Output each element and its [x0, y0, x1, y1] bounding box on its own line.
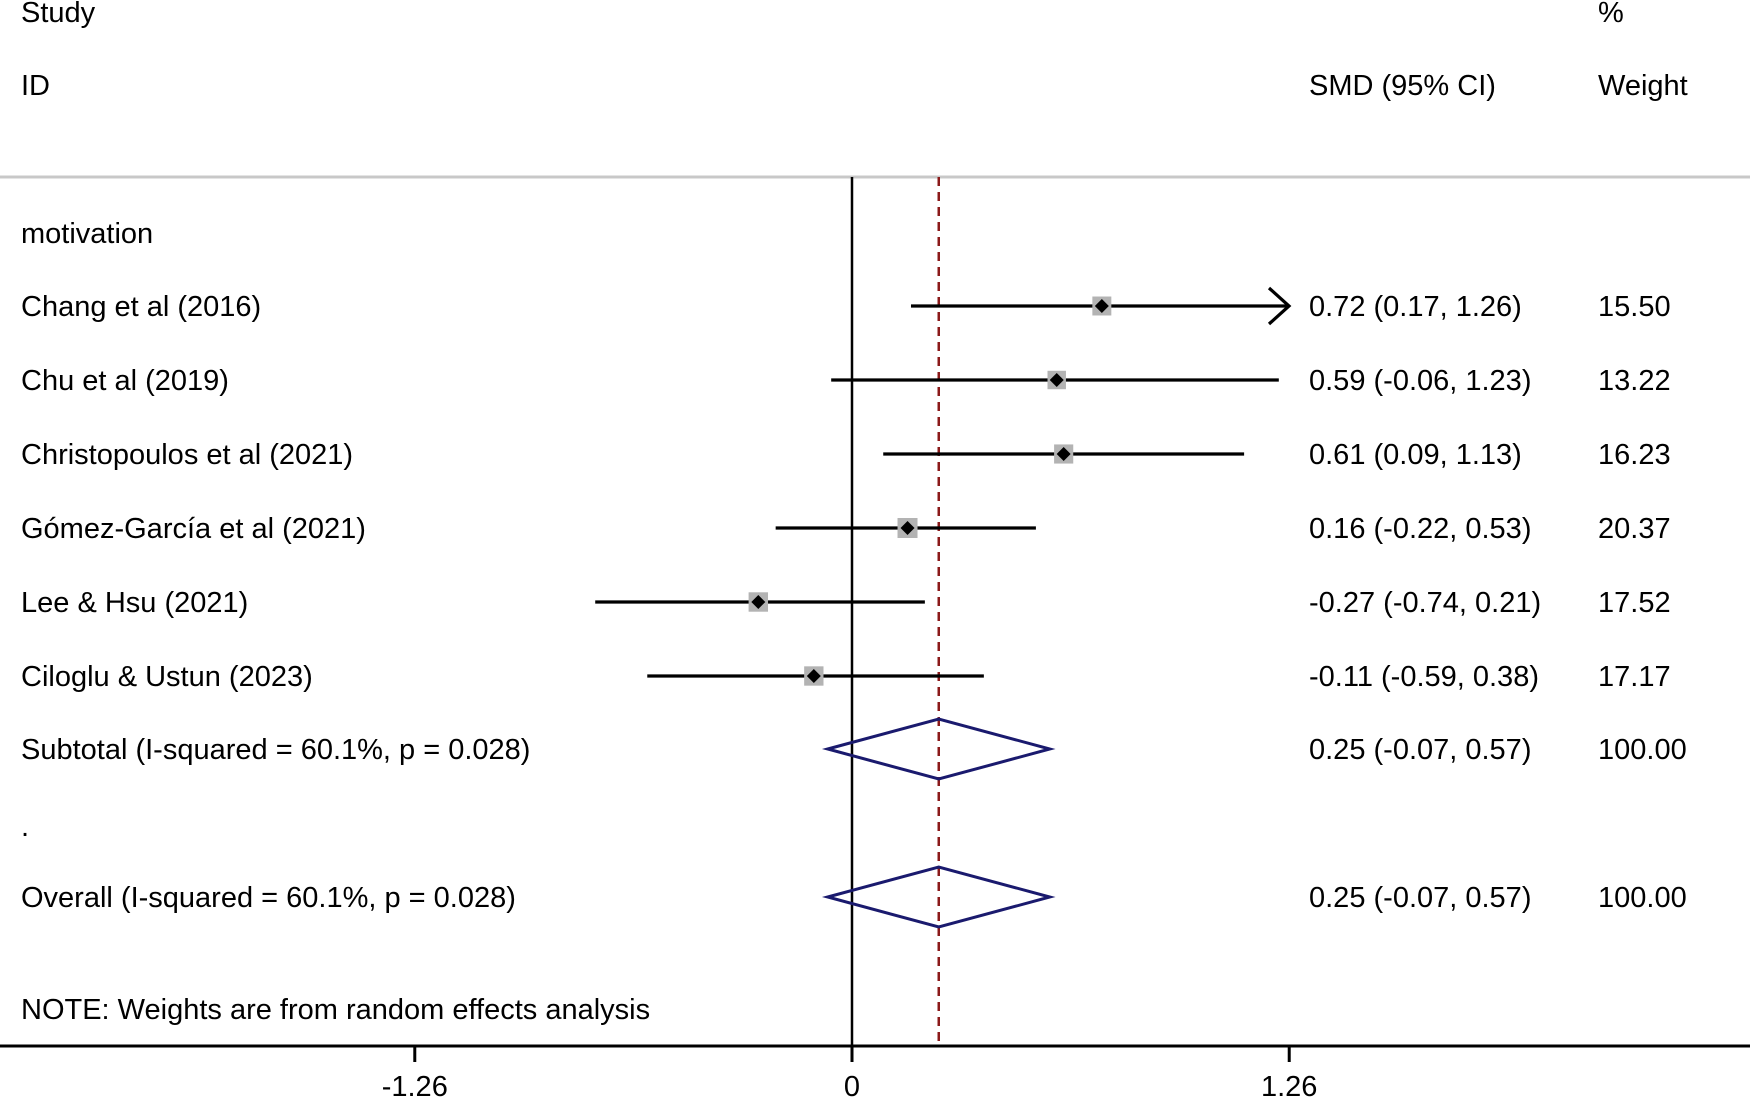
study-label: Chu et al (2019)	[21, 365, 229, 397]
study-ci-text: 0.59 (-0.06, 1.23)	[1309, 365, 1531, 397]
x-tick-label: -1.26	[382, 1071, 448, 1098]
header-weight: Weight	[1598, 70, 1688, 102]
study-ci-text: 0.16 (-0.22, 0.53)	[1309, 513, 1531, 545]
study-ci-text: 0.61 (0.09, 1.13)	[1309, 439, 1522, 471]
overall-label: Overall (I-squared = 60.1%, p = 0.028)	[21, 882, 516, 914]
point-estimate	[1056, 447, 1071, 461]
point-estimate	[1094, 299, 1109, 313]
x-axis: -1.26 0 1.26	[0, 1044, 1750, 1098]
overall-diamond	[821, 865, 1056, 929]
group-label: motivation	[21, 218, 153, 250]
study-weight-text: 13.22	[1598, 365, 1671, 397]
study-weight-text: 15.50	[1598, 291, 1671, 323]
header-weight-pct: %	[1598, 0, 1624, 29]
study-weight-text: 17.52	[1598, 587, 1671, 619]
study-row: Chu et al (2019) 0.59 (-0.06, 1.23) 13.22	[21, 365, 1671, 397]
overall-row: Overall (I-squared = 60.1%, p = 0.028) 0.…	[21, 865, 1687, 929]
study-row: Lee & Hsu (2021) -0.27 (-0.74, 0.21) 17.52	[21, 587, 1671, 619]
study-label: Lee & Hsu (2021)	[21, 587, 248, 619]
study-rows: Chang et al (2016) 0.72 (0.17, 1.26) 15.50…	[21, 286, 1687, 929]
study-weight-text: 17.17	[1598, 661, 1671, 693]
study-label: Gómez-García et al (2021)	[21, 513, 366, 545]
x-tick-label: 0	[844, 1071, 860, 1098]
separator-label: .	[21, 811, 29, 843]
overall-weight-text: 100.00	[1598, 882, 1687, 914]
study-row: Chang et al (2016) 0.72 (0.17, 1.26) 15.50	[21, 286, 1671, 326]
note-text: NOTE: Weights are from random effects an…	[21, 994, 650, 1026]
subtotal-ci-text: 0.25 (-0.07, 0.57)	[1309, 734, 1531, 766]
study-ci-text: 0.72 (0.17, 1.26)	[1309, 291, 1522, 323]
study-ci-text: -0.27 (-0.74, 0.21)	[1309, 587, 1541, 619]
header-id: ID	[21, 70, 50, 102]
study-weight-text: 20.37	[1598, 513, 1671, 545]
study-row: Christopoulos et al (2021) 0.61 (0.09, 1.…	[21, 439, 1671, 471]
subtotal-row: Subtotal (I-squared = 60.1%, p = 0.028) 0…	[21, 717, 1687, 781]
study-row: Ciloglu & Ustun (2023) -0.11 (-0.59, 0.38…	[21, 661, 1671, 693]
study-weight-text: 16.23	[1598, 439, 1671, 471]
header-study: Study	[21, 0, 96, 29]
point-estimate	[751, 595, 766, 609]
study-ci-text: -0.11 (-0.59, 0.38)	[1309, 661, 1539, 693]
study-label: Christopoulos et al (2021)	[21, 439, 353, 471]
study-label: Chang et al (2016)	[21, 291, 261, 323]
study-row: Gómez-García et al (2021) 0.16 (-0.22, 0.…	[21, 513, 1671, 545]
point-estimate	[806, 669, 821, 683]
point-estimate	[900, 521, 915, 535]
subtotal-weight-text: 100.00	[1598, 734, 1687, 766]
subtotal-diamond	[821, 717, 1056, 781]
subtotal-label: Subtotal (I-squared = 60.1%, p = 0.028)	[21, 734, 530, 766]
x-tick-label: 1.26	[1261, 1071, 1317, 1098]
header-effect: SMD (95% CI)	[1309, 70, 1496, 102]
study-label: Ciloglu & Ustun (2023)	[21, 661, 313, 693]
overall-ci-text: 0.25 (-0.07, 0.57)	[1309, 882, 1531, 914]
ci-arrow	[1267, 286, 1292, 326]
point-estimate	[1049, 373, 1064, 387]
reference-lines	[850, 177, 940, 1046]
